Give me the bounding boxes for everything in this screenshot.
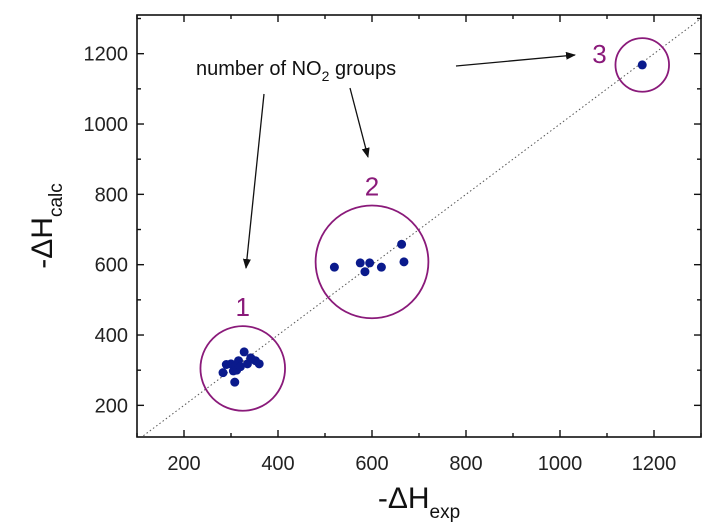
cluster-circle-3	[614, 37, 670, 93]
x-tick-label: 800	[449, 453, 482, 475]
data-point	[230, 377, 240, 387]
annotation-arrow-2	[349, 87, 370, 158]
y-tick-label: 1000	[84, 114, 129, 136]
cluster-label-2: 2	[365, 171, 379, 201]
data-point	[376, 262, 386, 272]
y-tick-label: 400	[95, 325, 128, 347]
annotation-text: number of NO2 groups	[196, 58, 396, 84]
y-tick-label: 200	[95, 395, 128, 417]
data-point	[254, 359, 264, 369]
data-point	[399, 257, 409, 267]
data-point	[235, 362, 245, 372]
y-axis-title: -ΔHcalc	[26, 183, 67, 269]
data-point	[397, 239, 407, 249]
cluster-circle-1	[199, 325, 286, 412]
y-tick-label: 800	[95, 184, 128, 206]
data-point	[218, 368, 228, 378]
cluster-label-1: 1	[236, 292, 250, 322]
data-point	[329, 262, 339, 272]
data-point	[239, 347, 249, 357]
y-tick-label: 1200	[84, 44, 129, 66]
x-tick-label: 1000	[538, 453, 583, 475]
data-point	[355, 258, 365, 268]
x-axis-title: -ΔHexp	[378, 482, 460, 523]
data-point	[637, 60, 647, 70]
data-point	[365, 258, 375, 268]
x-tick-label: 600	[355, 453, 388, 475]
x-tick-label: 1200	[632, 453, 677, 475]
cluster-label-3: 3	[592, 39, 606, 69]
annotation-arrow-3	[455, 51, 576, 67]
cluster-circle-2	[314, 204, 430, 320]
x-tick-label: 400	[261, 453, 294, 475]
annotation-arrow-1	[242, 93, 265, 269]
data-point	[360, 267, 370, 277]
x-tick-label: 200	[167, 453, 200, 475]
y-tick-label: 600	[95, 255, 128, 277]
